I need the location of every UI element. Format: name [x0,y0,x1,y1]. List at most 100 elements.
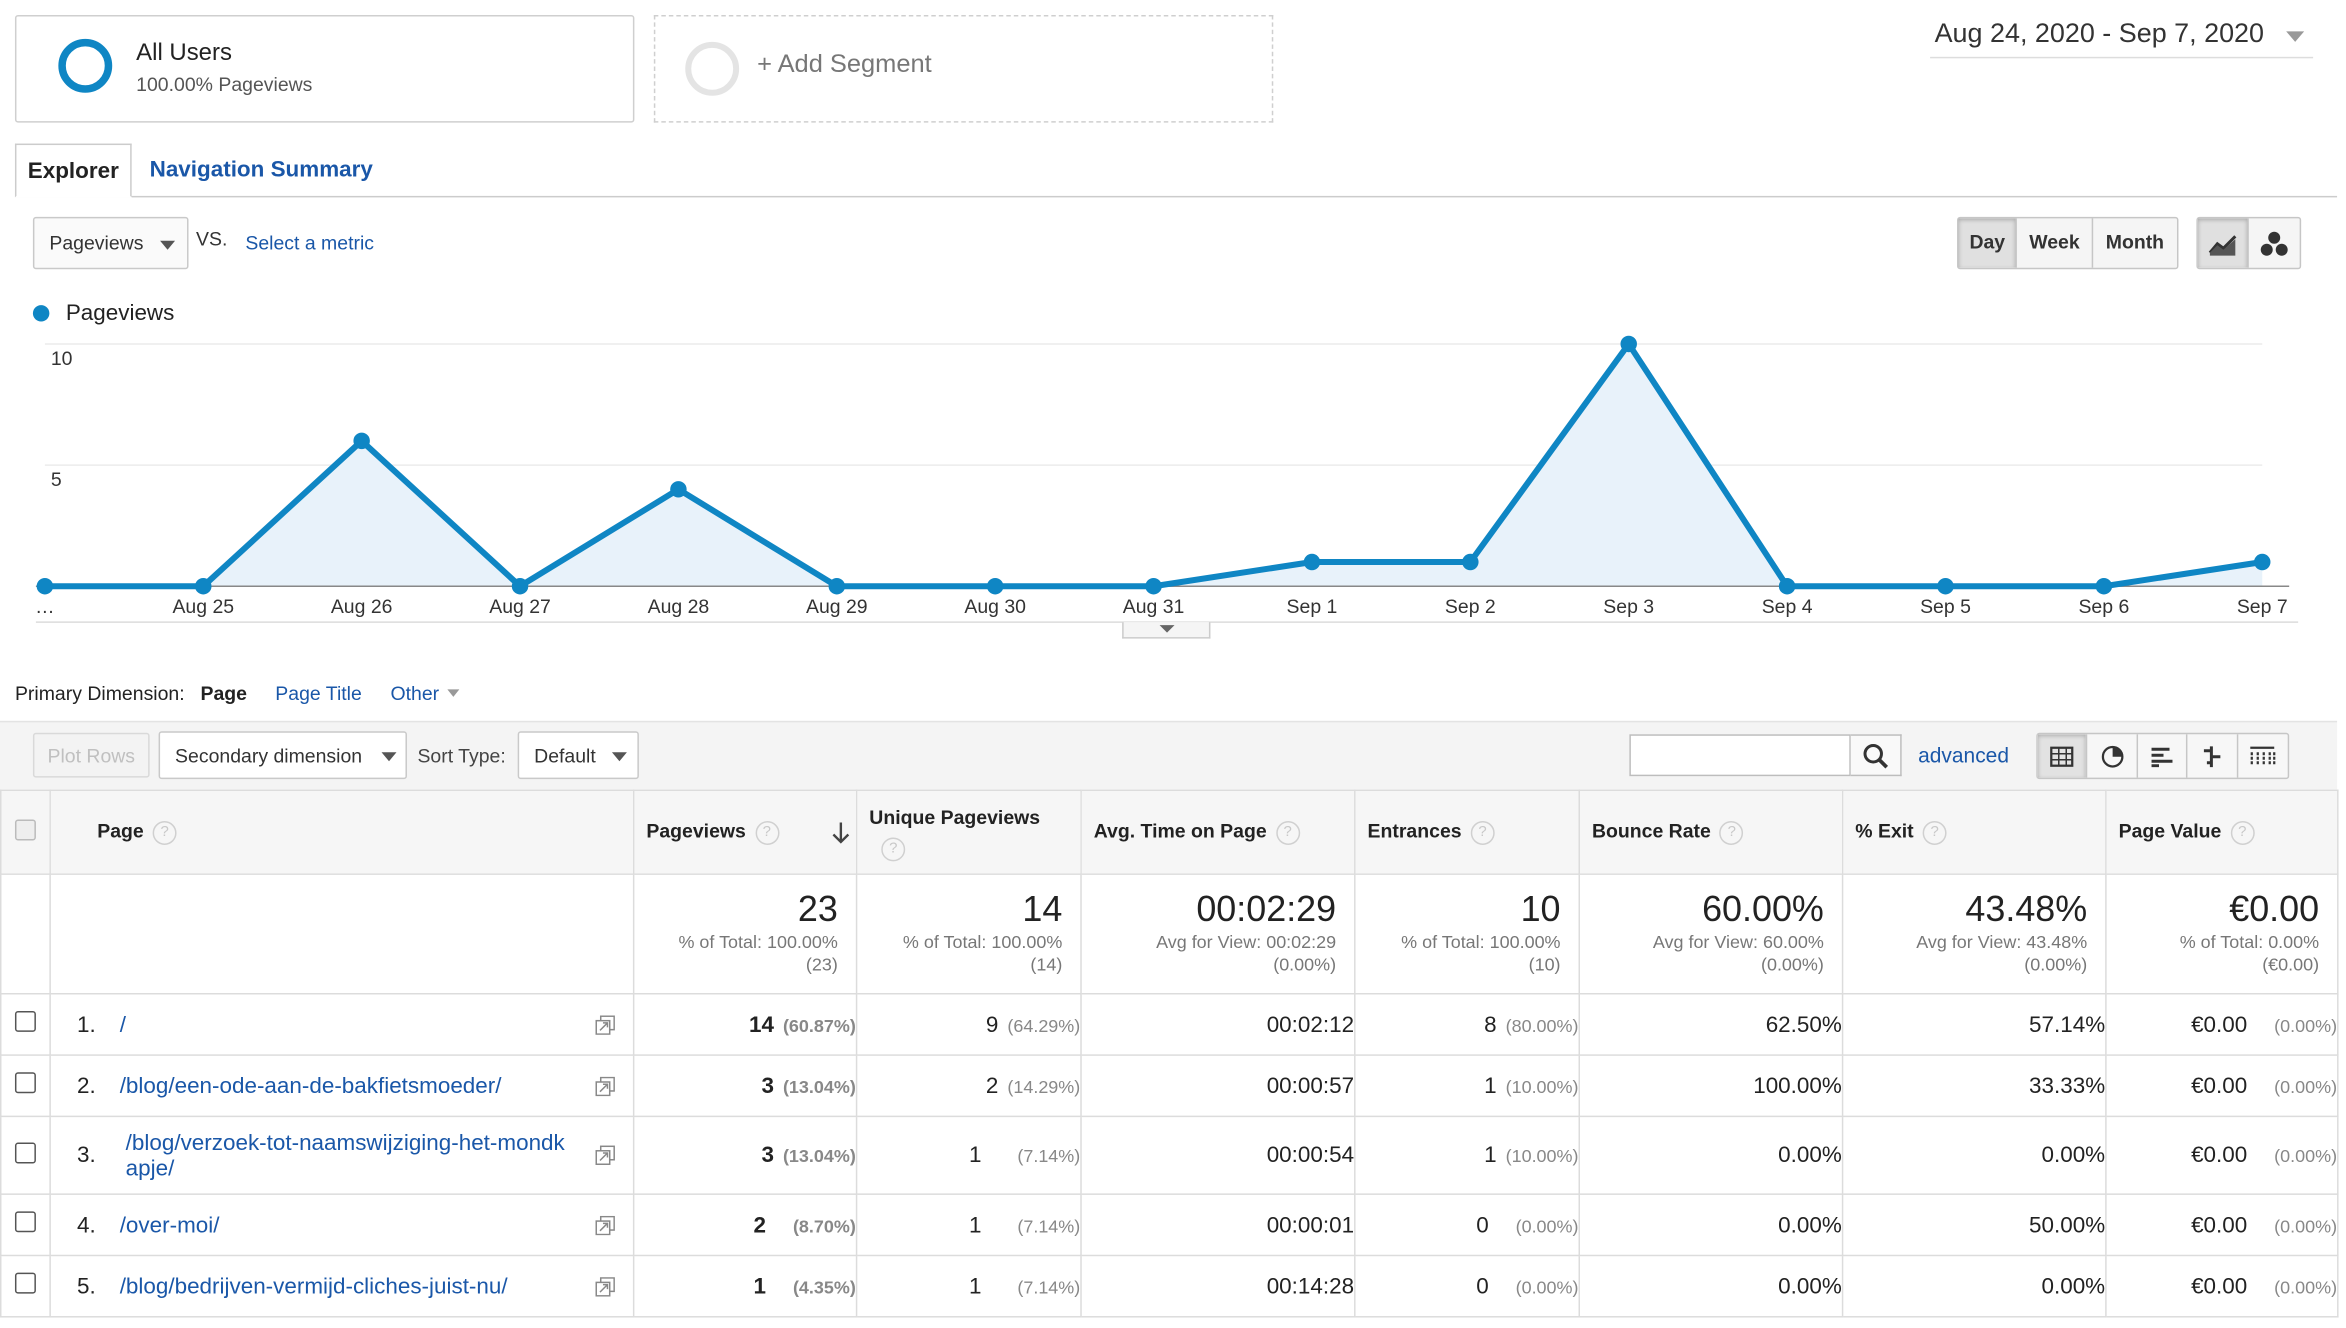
totals-spacer [49,873,635,995]
unique-pageviews-cell: 1 (7.14%) [855,1254,1082,1318]
advanced-filter-link[interactable]: advanced [1918,743,2009,768]
date-range-picker[interactable]: Aug 24, 2020 - Sep 7, 2020 [1930,18,2314,59]
col-header-pageviews[interactable]: Pageviews? [632,789,858,875]
page-value-value: €0.00 [2191,1011,2248,1038]
segment-all-users[interactable]: All Users 100.00% Pageviews [14,14,635,123]
total-pct: Avg for View: 60.00% [1652,931,1824,953]
row-checkbox[interactable] [14,1010,36,1032]
row-select-cell[interactable] [0,993,51,1056]
open-page-icon[interactable] [595,1145,615,1165]
row-checkbox[interactable] [14,1211,36,1233]
row-select-cell[interactable] [0,1254,51,1318]
dimension-page-title[interactable]: Page Title [275,681,362,705]
comparison-view-button[interactable] [2188,734,2238,778]
select-metric-link[interactable]: Select a metric [245,231,375,255]
percentage-view-button[interactable] [2088,734,2138,778]
row-select-cell[interactable] [0,1054,51,1118]
unique-pageviews-value: 1 [968,1142,982,1168]
open-page-icon[interactable] [595,1277,615,1297]
segment-ring-icon [58,38,113,93]
plot-rows-button[interactable]: Plot Rows [32,732,150,778]
unique-pageviews-cell: 9 (64.29%) [855,993,1082,1056]
unique-pageviews-pct: (14.29%) [1007,1076,1081,1097]
sort-descending-icon[interactable] [832,821,850,845]
page-link[interactable]: /blog/verzoek-tot-naamswijziging-het-mon… [126,1130,605,1181]
select-all-checkbox[interactable] [14,819,36,841]
help-icon[interactable]: ? [881,837,906,862]
col-header-page-value[interactable]: Page Value? [2105,789,2339,875]
pivot-view-button[interactable] [2238,734,2288,777]
page-value-cell: €0.00 (0.00%) [2105,1193,2339,1257]
tab-navigation-summary[interactable]: Navigation Summary [149,157,373,183]
totals-spacer [0,873,51,995]
primary-metric-dropdown[interactable]: Pageviews [32,216,189,270]
granularity-day-button[interactable]: Day [1958,218,2018,268]
col-header-exit[interactable]: % Exit? [1841,789,2107,875]
data-point [353,432,370,450]
row-checkbox[interactable] [14,1072,36,1094]
entrances-pct: (80.00%) [1505,1014,1579,1036]
help-icon[interactable]: ? [1470,820,1495,845]
exit-cell: 50.00% [1841,1193,2107,1257]
chart-collapse-handle[interactable] [1122,622,1211,639]
entrances-pct: (0.00%) [1515,1276,1579,1298]
page-link[interactable]: / [119,1011,126,1038]
granularity-week-button[interactable]: Week [2018,218,2093,268]
row-index: 3. [77,1142,96,1168]
row-checkbox[interactable] [14,1141,36,1163]
unique-pageviews-value: 1 [968,1273,982,1299]
total-pct: % of Total: 100.00% [678,931,838,953]
open-page-icon[interactable] [595,1076,615,1097]
data-point [1937,578,1954,595]
pageviews-pct: (13.04%) [782,1076,856,1097]
page-value-value: €0.00 [2191,1142,2248,1168]
col-header-bounce-rate[interactable]: Bounce Rate? [1578,789,1844,875]
col-header-avg-time[interactable]: Avg. Time on Page? [1080,789,1356,875]
total-value: 23 [797,889,838,931]
help-icon[interactable]: ? [1922,820,1947,845]
page-link[interactable]: /blog/een-ode-aan-de-bakfietsmoeder/ [119,1073,502,1099]
help-icon[interactable]: ? [152,820,177,845]
table-search-input[interactable] [1629,734,1851,777]
sort-type-dropdown[interactable]: Default [517,731,639,780]
data-point [986,578,1004,595]
search-button[interactable] [1850,734,1902,777]
help-icon[interactable]: ? [754,820,779,845]
page-link[interactable]: /over-moi/ [119,1212,220,1238]
page-link[interactable]: /blog/bedrijven-vermijd-cliches-juist-nu… [119,1273,508,1299]
pageviews-pct: (60.87%) [782,1014,856,1036]
dimension-other[interactable]: Other [391,682,460,704]
secondary-dimension-label: Secondary dimension [175,744,363,768]
help-icon[interactable]: ? [1275,820,1300,845]
data-view-button[interactable] [2037,734,2088,778]
col-header-page[interactable]: Page? [49,789,635,875]
motion-chart-button[interactable] [2249,218,2300,267]
open-page-icon[interactable] [595,1215,615,1236]
pageviews-value: 1 [753,1273,767,1299]
row-checkbox[interactable] [14,1272,36,1294]
col-header-entrances[interactable]: Entrances? [1354,789,1580,875]
row-select-cell[interactable] [0,1193,51,1257]
search-icon [1863,744,1889,769]
bounce-rate-cell: 100.00% [1578,1054,1844,1118]
secondary-dimension-dropdown[interactable]: Secondary dimension [158,731,407,780]
granularity-month-button[interactable]: Month [2105,230,2165,253]
entrances-cell: 1 (10.00%) [1354,1115,1580,1195]
line-chart-icon [2207,234,2236,255]
performance-view-button[interactable] [2138,734,2188,778]
col-header-unique-pageviews[interactable]: Unique Pageviews? [855,789,1082,875]
col-header-page-label: Page [97,819,144,843]
dimension-page[interactable]: Page [200,681,247,705]
line-chart-button[interactable] [2197,218,2249,268]
row-index: 2. [77,1073,96,1099]
add-segment-button[interactable]: + Add Segment [653,14,1274,123]
avg-time-cell: 00:00:01 [1080,1193,1356,1257]
tab-explorer[interactable]: Explorer [14,143,132,198]
unique-pageviews-pct: (64.29%) [1007,1014,1081,1036]
select-all-cell[interactable] [0,789,51,875]
help-icon[interactable]: ? [2230,820,2255,845]
row-select-cell[interactable] [0,1115,51,1195]
help-icon[interactable]: ? [1719,820,1744,845]
open-page-icon[interactable] [595,1015,615,1035]
